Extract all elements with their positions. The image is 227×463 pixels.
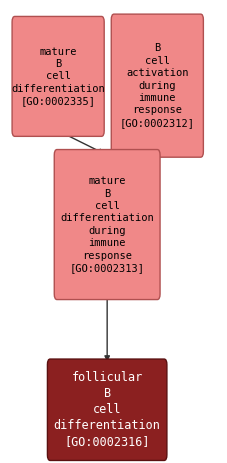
Text: B
cell
activation
during
immune
response
[GO:0002312]: B cell activation during immune response…: [119, 44, 194, 128]
FancyBboxPatch shape: [111, 14, 202, 157]
Text: mature
B
cell
differentiation
[GO:0002335]: mature B cell differentiation [GO:000233…: [11, 47, 105, 106]
Text: mature
B
cell
differentiation
during
immune
response
[GO:0002313]: mature B cell differentiation during imm…: [60, 176, 153, 273]
Text: follicular
B
cell
differentiation
[GO:0002316]: follicular B cell differentiation [GO:00…: [54, 371, 160, 448]
FancyBboxPatch shape: [54, 150, 159, 300]
FancyBboxPatch shape: [47, 359, 166, 460]
FancyBboxPatch shape: [12, 16, 104, 136]
